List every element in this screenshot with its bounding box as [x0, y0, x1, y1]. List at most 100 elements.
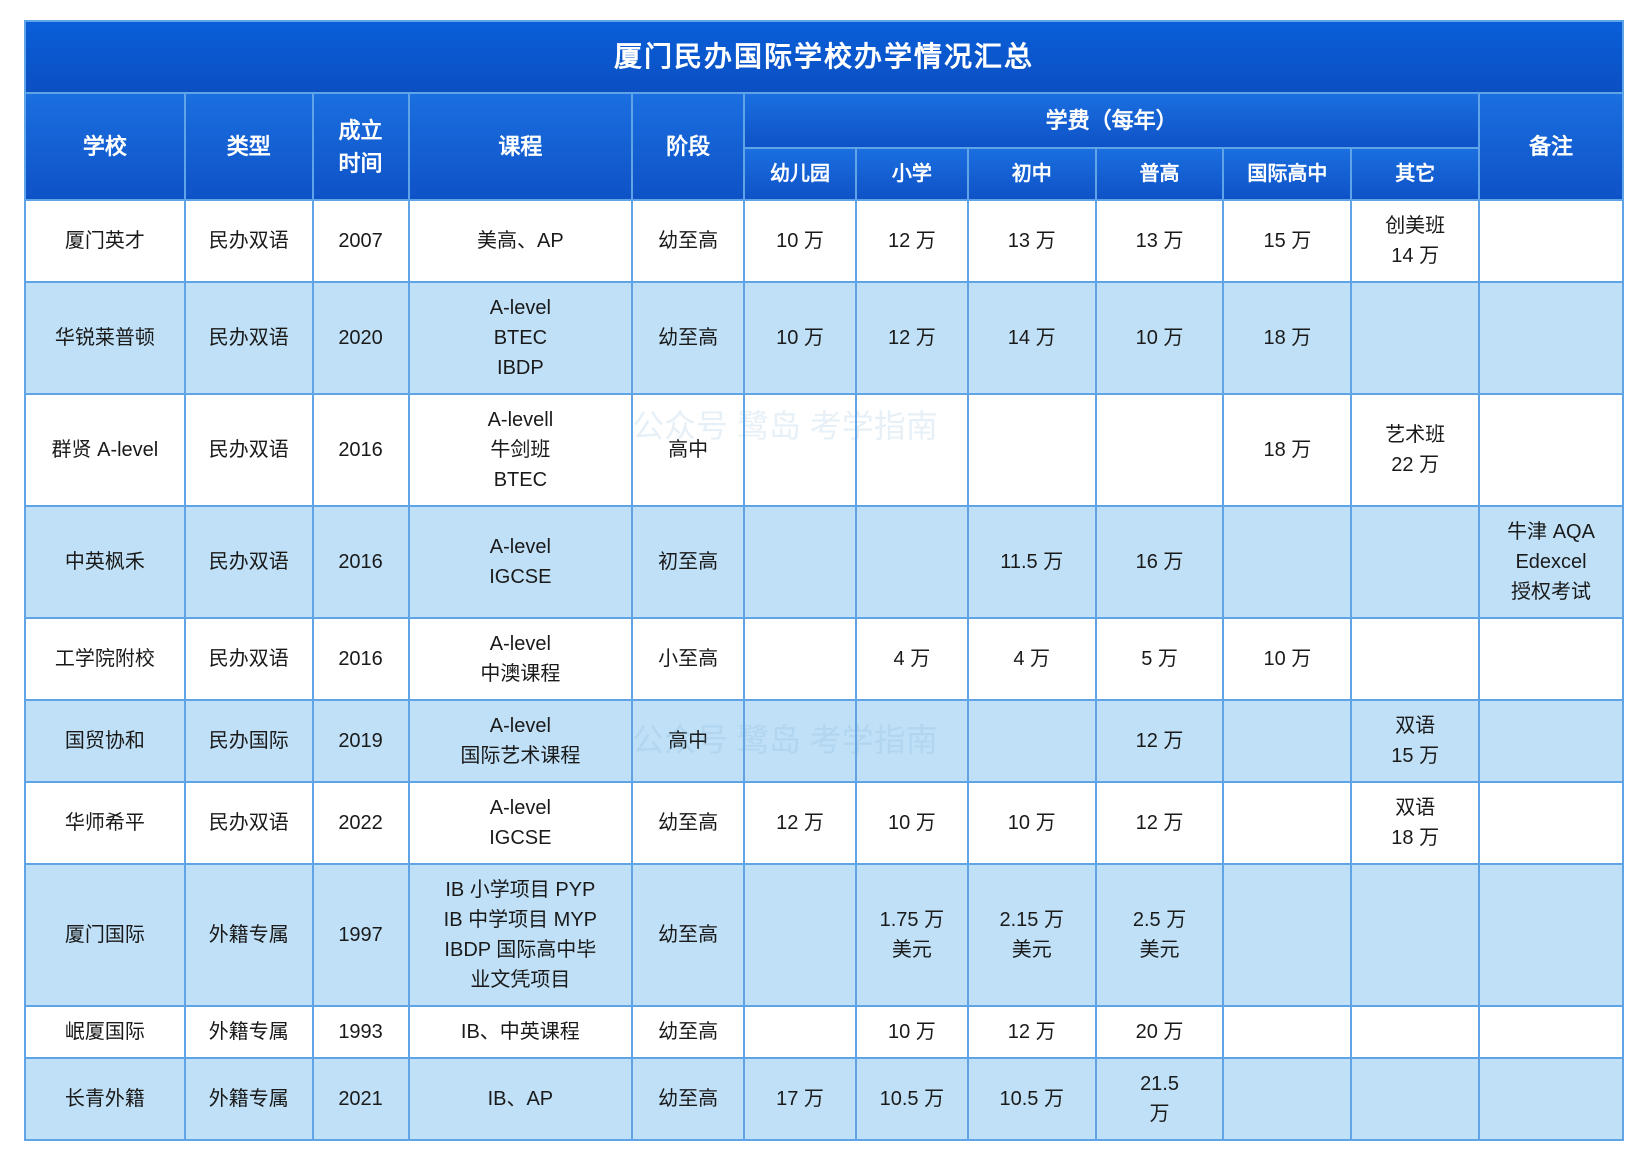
table-row: 群贤 A-level民办双语2016A-levell 牛剑班 BTEC高中18 …: [25, 394, 1623, 506]
col-stage: 阶段: [632, 93, 744, 200]
cell-school: 华师希平: [25, 782, 185, 864]
cell-primary: 10 万: [856, 782, 968, 864]
cell-founded: 1997: [313, 864, 409, 1006]
cell-curriculum: 美高、AP: [409, 200, 633, 282]
cell-founded: 2020: [313, 282, 409, 394]
cell-kinder: 17 万: [744, 1058, 856, 1140]
cell-intl_senior: [1223, 506, 1351, 618]
cell-other: 创美班 14 万: [1351, 200, 1479, 282]
cell-kinder: 10 万: [744, 200, 856, 282]
cell-remark: [1479, 200, 1623, 282]
col-other: 其它: [1351, 148, 1479, 200]
cell-senior: 16 万: [1096, 506, 1224, 618]
cell-curriculum: A-level BTEC IBDP: [409, 282, 633, 394]
col-remark: 备注: [1479, 93, 1623, 200]
cell-junior: [968, 394, 1096, 506]
col-tuition-group: 学费（每年）: [744, 93, 1479, 148]
col-kinder: 幼儿园: [744, 148, 856, 200]
cell-remark: [1479, 394, 1623, 506]
cell-junior: 13 万: [968, 200, 1096, 282]
col-type: 类型: [185, 93, 313, 200]
cell-intl_senior: 10 万: [1223, 618, 1351, 700]
cell-school: 华锐莱普顿: [25, 282, 185, 394]
cell-other: [1351, 1058, 1479, 1140]
cell-kinder: [744, 506, 856, 618]
table-row: 岷厦国际外籍专属1993IB、中英课程幼至高10 万12 万20 万: [25, 1006, 1623, 1058]
cell-junior: 12 万: [968, 1006, 1096, 1058]
cell-type: 民办国际: [185, 700, 313, 782]
cell-curriculum: A-level 国际艺术课程: [409, 700, 633, 782]
cell-remark: [1479, 1006, 1623, 1058]
cell-founded: 2016: [313, 394, 409, 506]
cell-remark: [1479, 1058, 1623, 1140]
table-row: 工学院附校民办双语2016A-level 中澳课程小至高4 万4 万5 万10 …: [25, 618, 1623, 700]
cell-other: [1351, 864, 1479, 1006]
col-founded: 成立 时间: [313, 93, 409, 200]
cell-primary: [856, 506, 968, 618]
cell-curriculum: IB、AP: [409, 1058, 633, 1140]
cell-school: 岷厦国际: [25, 1006, 185, 1058]
col-school: 学校: [25, 93, 185, 200]
cell-other: [1351, 1006, 1479, 1058]
cell-remark: 牛津 AQA Edexcel 授权考试: [1479, 506, 1623, 618]
cell-stage: 高中: [632, 700, 744, 782]
cell-intl_senior: [1223, 782, 1351, 864]
cell-stage: 幼至高: [632, 200, 744, 282]
cell-kinder: [744, 1006, 856, 1058]
cell-founded: 2019: [313, 700, 409, 782]
cell-stage: 幼至高: [632, 864, 744, 1006]
cell-remark: [1479, 618, 1623, 700]
cell-curriculum: A-levell 牛剑班 BTEC: [409, 394, 633, 506]
cell-kinder: 10 万: [744, 282, 856, 394]
cell-stage: 幼至高: [632, 782, 744, 864]
cell-type: 外籍专属: [185, 1058, 313, 1140]
cell-founded: 2007: [313, 200, 409, 282]
cell-senior: 2.5 万 美元: [1096, 864, 1224, 1006]
col-junior: 初中: [968, 148, 1096, 200]
cell-curriculum: A-level IGCSE: [409, 782, 633, 864]
col-curriculum: 课程: [409, 93, 633, 200]
cell-senior: 20 万: [1096, 1006, 1224, 1058]
cell-stage: 初至高: [632, 506, 744, 618]
cell-intl_senior: [1223, 1058, 1351, 1140]
cell-other: 双语 15 万: [1351, 700, 1479, 782]
cell-senior: 10 万: [1096, 282, 1224, 394]
cell-school: 国贸协和: [25, 700, 185, 782]
cell-primary: 4 万: [856, 618, 968, 700]
cell-kinder: [744, 394, 856, 506]
cell-senior: [1096, 394, 1224, 506]
cell-curriculum: IB、中英课程: [409, 1006, 633, 1058]
cell-primary: 10 万: [856, 1006, 968, 1058]
cell-junior: 11.5 万: [968, 506, 1096, 618]
cell-founded: 2021: [313, 1058, 409, 1140]
cell-kinder: [744, 700, 856, 782]
table-head: 厦门民办国际学校办学情况汇总 学校 类型 成立 时间 课程 阶段 学费（每年） …: [25, 21, 1623, 200]
table-row: 国贸协和民办国际2019A-level 国际艺术课程高中12 万双语 15 万: [25, 700, 1623, 782]
cell-intl_senior: [1223, 1006, 1351, 1058]
cell-curriculum: IB 小学项目 PYP IB 中学项目 MYP IBDP 国际高中毕 业文凭项目: [409, 864, 633, 1006]
cell-senior: 12 万: [1096, 782, 1224, 864]
cell-other: [1351, 282, 1479, 394]
cell-stage: 高中: [632, 394, 744, 506]
cell-type: 外籍专属: [185, 1006, 313, 1058]
cell-stage: 幼至高: [632, 1058, 744, 1140]
cell-stage: 幼至高: [632, 1006, 744, 1058]
table-title: 厦门民办国际学校办学情况汇总: [25, 21, 1623, 93]
cell-primary: 12 万: [856, 200, 968, 282]
table-row: 华锐莱普顿民办双语2020A-level BTEC IBDP幼至高10 万12 …: [25, 282, 1623, 394]
cell-other: 双语 18 万: [1351, 782, 1479, 864]
cell-school: 长青外籍: [25, 1058, 185, 1140]
cell-school: 厦门国际: [25, 864, 185, 1006]
cell-type: 民办双语: [185, 394, 313, 506]
cell-type: 民办双语: [185, 200, 313, 282]
cell-type: 外籍专属: [185, 864, 313, 1006]
cell-founded: 2016: [313, 506, 409, 618]
table-row: 中英枫禾民办双语2016A-level IGCSE初至高11.5 万16 万牛津…: [25, 506, 1623, 618]
cell-primary: [856, 394, 968, 506]
cell-remark: [1479, 782, 1623, 864]
cell-kinder: [744, 618, 856, 700]
cell-intl_senior: 18 万: [1223, 282, 1351, 394]
cell-other: [1351, 506, 1479, 618]
cell-remark: [1479, 282, 1623, 394]
cell-remark: [1479, 864, 1623, 1006]
